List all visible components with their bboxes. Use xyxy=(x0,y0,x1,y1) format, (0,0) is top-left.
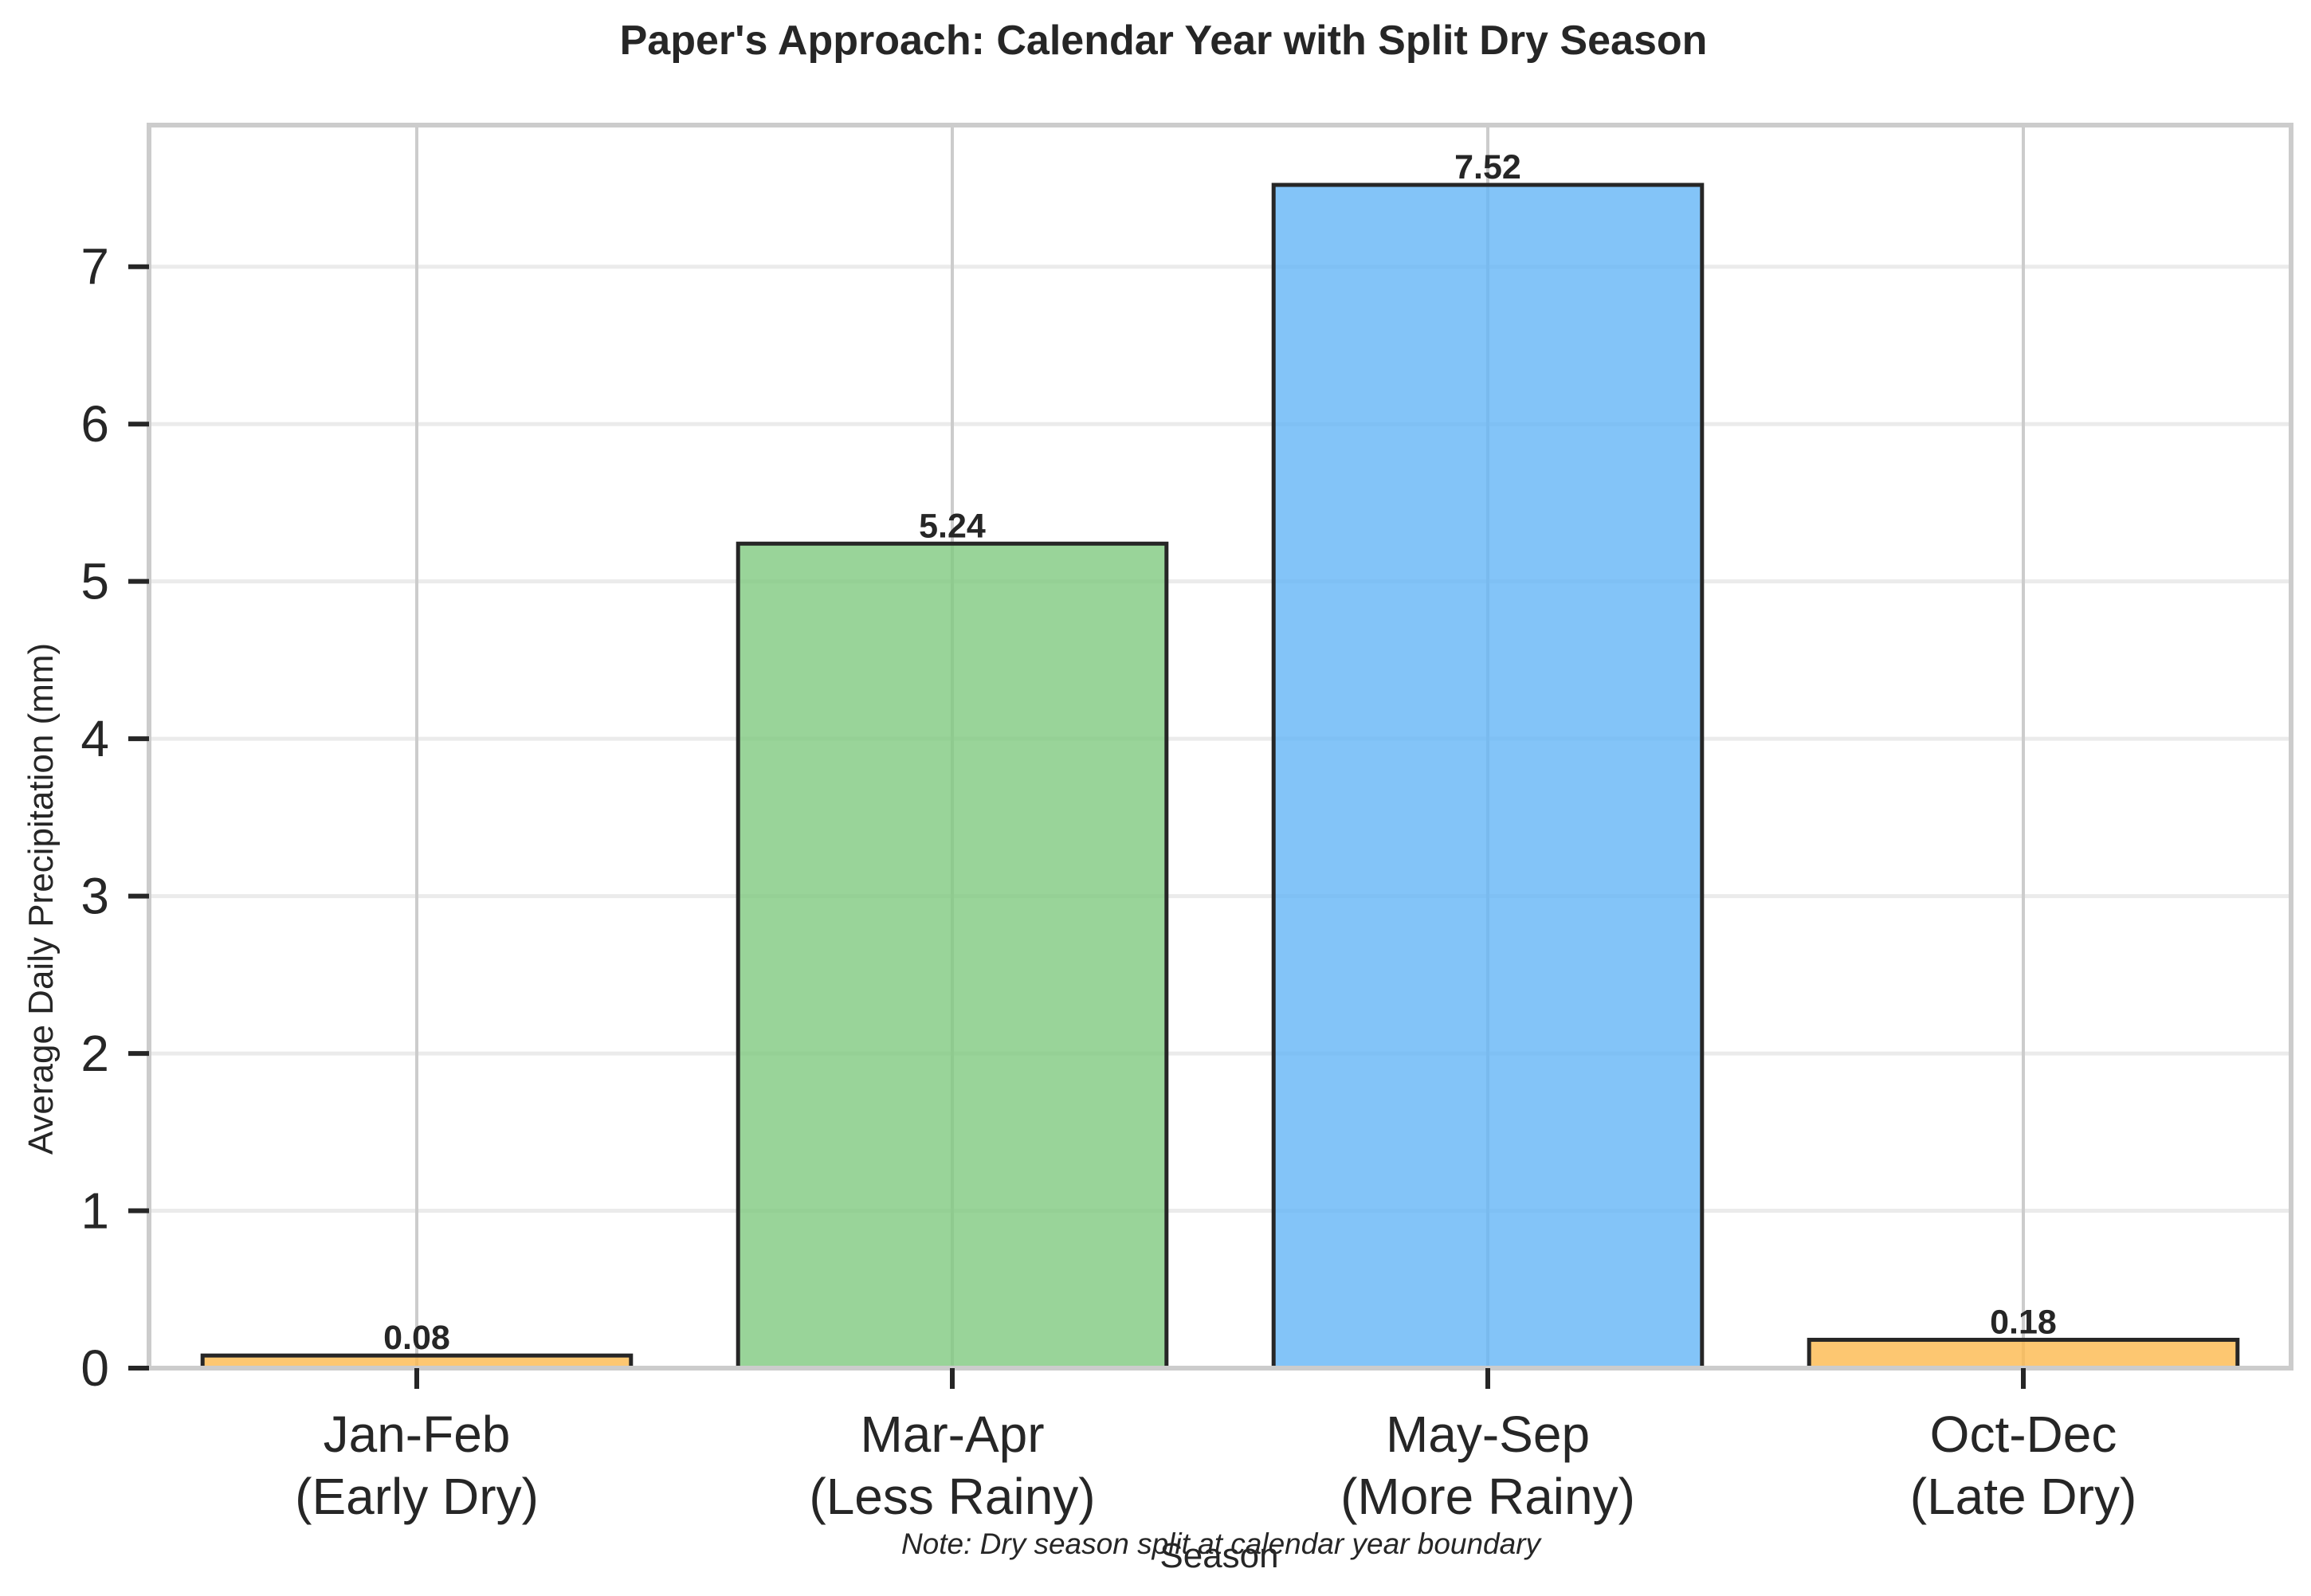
bar-value-label: 0.08 xyxy=(383,1319,450,1357)
x-axis-label: Season xyxy=(1159,1536,1278,1575)
x-tick-label: Mar-Apr (Less Rainy) xyxy=(809,1406,1095,1525)
chart-title: Paper's Approach: Calendar Year with Spl… xyxy=(620,18,1708,64)
x-tick-label: Jan-Feb (Early Dry) xyxy=(295,1406,539,1525)
footnote: Note: Dry season split at calendar year … xyxy=(901,1527,1543,1560)
axis-ticks: 0 1 2 3 4 5 6 7 Jan-Feb (Early Dry) Mar-Apr (Less R… xyxy=(80,238,2136,1525)
bar xyxy=(736,541,1169,1371)
y-tick-label: 2 xyxy=(80,1025,109,1082)
y-tick-label: 3 xyxy=(80,868,109,925)
data-labels: 0.08 5.24 7.52 0.18 xyxy=(383,148,2057,1357)
y-axis-label: Average Daily Precipitation (mm) xyxy=(22,643,61,1155)
plot-frame xyxy=(147,123,2293,1371)
y-tick-label: 5 xyxy=(80,553,109,610)
bar-value-label: 5.24 xyxy=(919,507,986,545)
bar-value-label: 7.52 xyxy=(1454,148,1521,186)
y-tick-label: 4 xyxy=(80,710,109,767)
y-tick-label: 1 xyxy=(80,1182,109,1240)
bar xyxy=(1807,1337,2240,1371)
x-tick-label: May-Sep (More Rainy) xyxy=(1340,1406,1635,1525)
y-tick-label: 7 xyxy=(80,238,109,296)
y-tick-label: 0 xyxy=(80,1339,109,1397)
bars xyxy=(200,182,2240,1371)
x-tick-label: Oct-Dec (Late Dry) xyxy=(1910,1406,2137,1525)
y-tick-label: 6 xyxy=(80,395,109,453)
bar-value-label: 0.18 xyxy=(1990,1303,2057,1341)
bar xyxy=(1271,182,1705,1371)
